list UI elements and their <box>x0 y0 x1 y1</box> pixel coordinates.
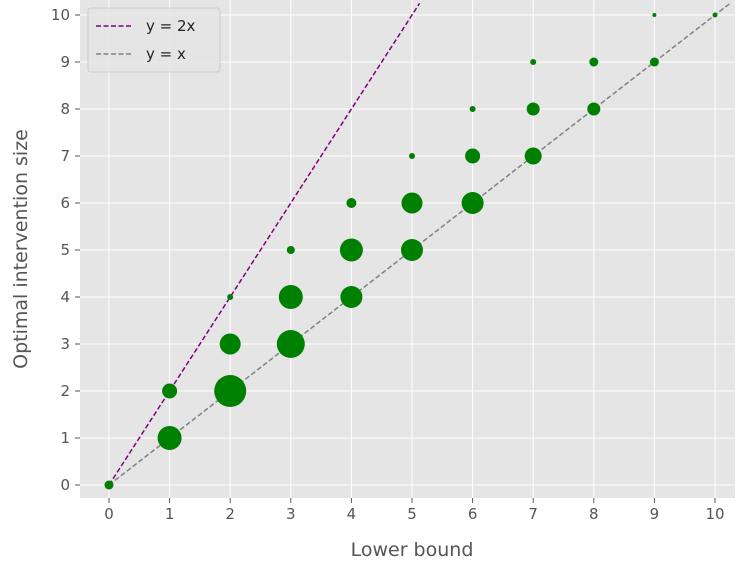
y-tick-label-2: 2 <box>60 382 70 400</box>
data-point-8-9 <box>589 57 599 67</box>
data-point-6-8 <box>469 106 476 112</box>
legend-box <box>87 7 221 73</box>
x-tick-label-7: 7 <box>528 505 538 523</box>
y-tick-label-7: 7 <box>60 147 70 165</box>
data-points <box>104 12 718 490</box>
x-tick-label-4: 4 <box>347 505 357 523</box>
x-tick-label-10: 10 <box>705 505 724 523</box>
legend: y = 2x y = x <box>87 7 221 73</box>
data-point-10-10 <box>712 12 718 18</box>
legend-label-y-2x: y = 2x <box>146 17 196 35</box>
data-point-7-9 <box>530 59 537 65</box>
data-point-2-4 <box>227 294 234 300</box>
y-tick-label-1: 1 <box>60 429 70 447</box>
data-point-3-4 <box>278 285 303 309</box>
x-tick-label-8: 8 <box>589 505 599 523</box>
data-point-9-9 <box>649 57 659 67</box>
y-tick-label-10: 10 <box>51 6 70 24</box>
y-ticks: 0 1 2 3 4 5 6 7 8 9 10 <box>51 6 80 494</box>
x-tick-label-0: 0 <box>104 505 114 523</box>
data-point-6-6 <box>461 192 484 214</box>
data-point-0-0 <box>104 480 114 490</box>
legend-label-y-x: y = x <box>146 45 186 63</box>
data-point-8-8 <box>587 102 601 116</box>
data-point-4-4 <box>340 286 363 308</box>
data-point-6-7 <box>465 148 481 164</box>
y-tick-label-3: 3 <box>60 335 70 353</box>
data-point-9-10 <box>652 13 657 17</box>
data-point-5-6 <box>401 192 423 214</box>
data-point-1-2 <box>162 383 178 399</box>
x-tick-label-3: 3 <box>286 505 296 523</box>
y-tick-label-8: 8 <box>60 100 70 118</box>
y-tick-label-6: 6 <box>60 194 70 212</box>
y-tick-label-5: 5 <box>60 241 70 259</box>
data-point-2-2 <box>214 375 247 407</box>
data-point-2-3 <box>219 333 241 355</box>
x-tick-label-6: 6 <box>468 505 478 523</box>
y-tick-label-4: 4 <box>60 288 70 306</box>
x-axis-label: Lower bound <box>351 539 474 561</box>
x-tick-label-1: 1 <box>165 505 175 523</box>
x-tick-label-2: 2 <box>225 505 235 523</box>
data-point-1-1 <box>157 426 182 450</box>
reference-line-y-2x <box>108 2 421 486</box>
data-point-5-7 <box>409 153 415 159</box>
data-point-5-5 <box>401 239 423 261</box>
grid <box>80 0 735 498</box>
data-point-3-3 <box>276 330 305 358</box>
y-axis-label: Optimal intervention size <box>10 129 32 369</box>
data-point-4-5 <box>339 238 363 262</box>
y-tick-label-9: 9 <box>60 53 70 71</box>
y-tick-label-0: 0 <box>60 476 70 494</box>
x-tick-label-9: 9 <box>650 505 660 523</box>
data-point-4-6 <box>346 198 357 208</box>
data-point-3-5 <box>286 246 295 254</box>
x-ticks: 0 1 2 3 4 5 6 7 8 9 10 <box>104 498 725 523</box>
data-point-7-7 <box>524 147 542 165</box>
data-point-7-8 <box>526 102 540 116</box>
x-tick-label-5: 5 <box>407 505 417 523</box>
